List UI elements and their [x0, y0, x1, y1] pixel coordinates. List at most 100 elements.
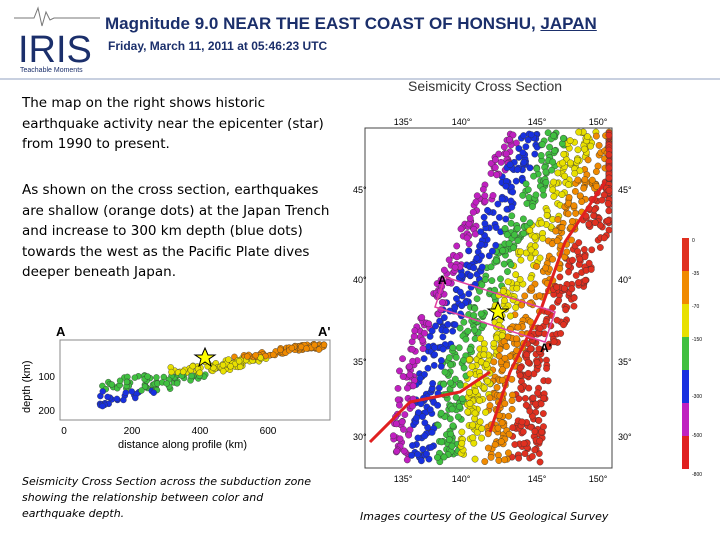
quake-dot: [581, 276, 589, 284]
quake-dot: [516, 371, 524, 379]
quake-dot: [416, 374, 424, 382]
quake-dot: [448, 442, 456, 450]
quake-dot: [536, 324, 544, 332]
quake-dot: [507, 312, 514, 320]
quake-dot: [471, 326, 478, 334]
quake-dot: [440, 266, 448, 274]
title-link[interactable]: JAPAN: [540, 14, 597, 33]
quake-dot: [426, 406, 434, 414]
quake-dot: [179, 368, 187, 375]
quake-dot: [469, 421, 477, 429]
quake-dot: [227, 363, 234, 370]
quake-dot: [558, 224, 566, 231]
quake-dot: [581, 176, 589, 183]
scale-swatch: [682, 436, 689, 469]
quake-dot: [440, 314, 448, 322]
quake-dot: [469, 208, 477, 216]
quake-dot: [517, 384, 525, 392]
quake-dot: [389, 432, 397, 440]
quake-dot: [439, 333, 447, 341]
scale-label: -35: [692, 271, 699, 277]
quake-dot: [508, 212, 516, 220]
lon-tick-label: 150°: [589, 474, 608, 484]
quake-dot: [551, 147, 559, 155]
quake-dot: [492, 224, 500, 231]
quake-dot: [477, 310, 485, 318]
credit: Images courtesy of the US Geological Sur…: [360, 510, 609, 523]
quake-dot: [605, 207, 613, 215]
trench: [488, 181, 607, 433]
quake-dot: [501, 400, 509, 408]
title: Magnitude 9.0 NEAR THE EAST COAST OF HON…: [105, 14, 597, 34]
quake-dot: [492, 156, 499, 164]
quake-dot: [487, 453, 495, 461]
quake-dot: [592, 132, 600, 140]
quake-dot: [445, 436, 453, 443]
quake-dot: [491, 164, 499, 171]
x-axis-label: distance along profile (km): [118, 439, 247, 451]
quake-dot: [524, 358, 532, 366]
quake-dot: [451, 321, 459, 329]
quake-dot: [446, 354, 453, 361]
quake-dot: [572, 272, 580, 279]
quake-dot: [477, 335, 484, 343]
quake-dot: [588, 246, 596, 254]
quake-dot: [439, 345, 447, 353]
quake-dot: [526, 219, 534, 227]
quake-dot: [477, 228, 485, 236]
quake-dot: [417, 457, 425, 465]
quake-dot: [498, 195, 506, 203]
quake-dot: [462, 335, 470, 343]
quake-dot: [507, 197, 515, 205]
quake-dot: [531, 233, 539, 241]
quake-dot: [521, 292, 529, 300]
x-tick-label: 0: [61, 426, 67, 437]
quake-dot: [434, 454, 441, 461]
quake-dot: [565, 181, 572, 189]
quake-dot: [487, 263, 495, 271]
quake-dot: [473, 192, 481, 200]
y-axis-label: depth (km): [21, 360, 33, 413]
quake-dot: [605, 174, 613, 182]
quake-dot: [501, 225, 509, 232]
quake-dot: [396, 401, 403, 409]
quake-dot: [605, 186, 613, 194]
quake-dot: [465, 247, 472, 255]
quake-dot: [593, 182, 600, 190]
quake-dot: [452, 394, 460, 401]
quake-dot: [568, 236, 575, 244]
quake-dot: [465, 290, 473, 298]
quake-dot: [574, 146, 582, 154]
quake-dot: [499, 247, 507, 255]
x-tick-label: 400: [192, 426, 209, 437]
quake-dot: [466, 356, 473, 363]
quake-dot: [514, 237, 522, 245]
quake-dot: [458, 428, 466, 436]
quake-dot: [471, 409, 479, 417]
lat-tick-label: 35°: [618, 357, 632, 367]
quake-dot: [447, 379, 454, 387]
quake-dot: [444, 279, 452, 287]
quake-dot: [540, 394, 547, 402]
quake-dot: [500, 143, 508, 151]
quake-dot: [548, 166, 555, 174]
quake-dot: [421, 371, 428, 378]
epicenter-star: [486, 300, 510, 322]
quake-dot: [419, 345, 427, 353]
quake-dot: [493, 171, 501, 179]
quake-dot: [476, 418, 484, 426]
quake-dot: [219, 361, 227, 369]
lat-tick-label: 40°: [353, 275, 367, 285]
quake-dot: [490, 340, 498, 347]
quake-dot: [585, 220, 593, 228]
quake-dot: [413, 414, 420, 422]
quake-dot: [494, 200, 502, 208]
quake-dot: [571, 170, 579, 177]
quake-dot: [570, 294, 578, 302]
quake-dot: [482, 408, 489, 416]
quake-dot: [574, 248, 582, 255]
quake-dot: [469, 434, 477, 442]
quake-dot: [423, 450, 430, 458]
quake-dot: [580, 246, 588, 253]
quake-dot: [505, 240, 513, 247]
